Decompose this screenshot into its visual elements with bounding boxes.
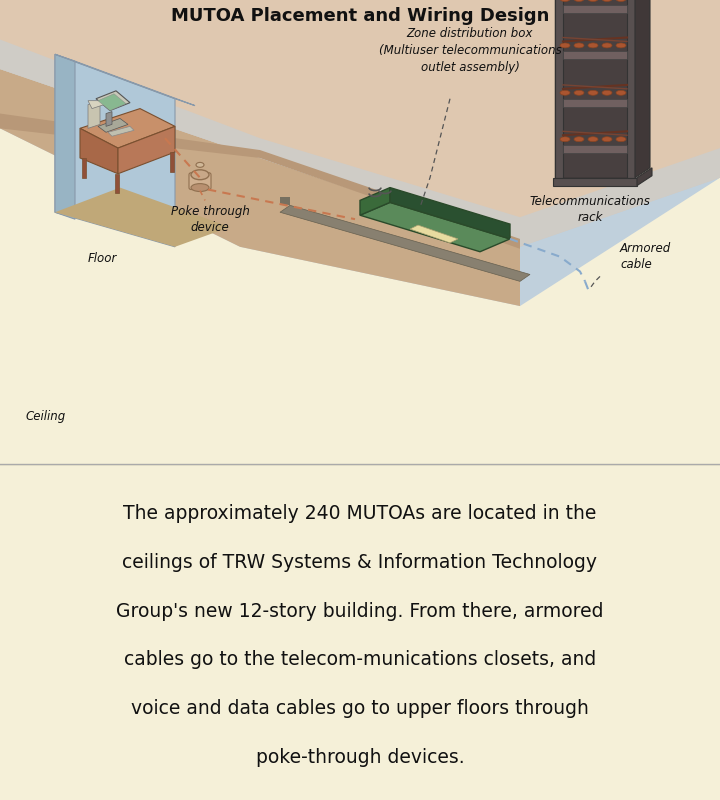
Ellipse shape <box>616 0 626 2</box>
Ellipse shape <box>574 90 584 95</box>
Polygon shape <box>627 0 635 178</box>
FancyBboxPatch shape <box>189 173 211 190</box>
Polygon shape <box>637 168 652 186</box>
Ellipse shape <box>602 0 612 2</box>
Ellipse shape <box>196 162 204 167</box>
Polygon shape <box>563 5 627 13</box>
Ellipse shape <box>574 137 584 142</box>
Polygon shape <box>553 178 637 186</box>
Ellipse shape <box>560 43 570 48</box>
Polygon shape <box>555 0 563 178</box>
Polygon shape <box>82 158 86 178</box>
Polygon shape <box>98 118 128 132</box>
Ellipse shape <box>560 90 570 95</box>
Polygon shape <box>55 54 175 247</box>
Polygon shape <box>106 111 112 126</box>
Polygon shape <box>563 145 627 153</box>
Polygon shape <box>80 109 175 148</box>
Polygon shape <box>0 0 720 306</box>
Text: Floor: Floor <box>88 252 117 265</box>
Ellipse shape <box>191 170 209 180</box>
Polygon shape <box>55 187 230 247</box>
Polygon shape <box>390 187 510 239</box>
Polygon shape <box>360 202 510 252</box>
Ellipse shape <box>574 43 584 48</box>
Polygon shape <box>563 51 627 59</box>
Polygon shape <box>563 98 627 106</box>
Polygon shape <box>0 39 720 247</box>
Text: MUTOA Placement and Wiring Design: MUTOA Placement and Wiring Design <box>171 7 549 25</box>
Polygon shape <box>0 0 720 247</box>
Polygon shape <box>0 114 520 249</box>
Ellipse shape <box>588 43 598 48</box>
Text: Ceiling: Ceiling <box>25 410 66 422</box>
Ellipse shape <box>560 137 570 142</box>
Polygon shape <box>0 69 520 306</box>
Polygon shape <box>80 128 118 174</box>
Polygon shape <box>280 198 290 206</box>
Text: ceilings of TRW Systems & Information Technology: ceilings of TRW Systems & Information Te… <box>122 553 598 572</box>
Ellipse shape <box>616 137 626 142</box>
Text: voice and data cables go to upper floors through: voice and data cables go to upper floors… <box>131 699 589 718</box>
Polygon shape <box>555 0 635 178</box>
Ellipse shape <box>191 184 209 191</box>
Ellipse shape <box>588 90 598 95</box>
Polygon shape <box>108 126 134 136</box>
Ellipse shape <box>602 90 612 95</box>
Polygon shape <box>88 101 104 109</box>
Ellipse shape <box>588 0 598 2</box>
Polygon shape <box>280 206 530 282</box>
Ellipse shape <box>616 43 626 48</box>
Polygon shape <box>88 101 100 128</box>
Ellipse shape <box>602 137 612 142</box>
Polygon shape <box>55 54 75 219</box>
Ellipse shape <box>588 137 598 142</box>
Polygon shape <box>115 174 119 194</box>
Polygon shape <box>55 54 195 106</box>
Text: Armored
cable: Armored cable <box>620 242 671 271</box>
Polygon shape <box>96 91 130 110</box>
Polygon shape <box>410 225 458 243</box>
Polygon shape <box>360 187 390 215</box>
Text: Zone distribution box
(Multiuser telecommunications
outlet assembly): Zone distribution box (Multiuser telecom… <box>379 27 562 74</box>
Text: poke-through devices.: poke-through devices. <box>256 748 464 767</box>
Text: The approximately 240 MUTOAs are located in the: The approximately 240 MUTOAs are located… <box>123 504 597 523</box>
Ellipse shape <box>602 43 612 48</box>
Text: Group's new 12-story building. From there, armored: Group's new 12-story building. From ther… <box>116 602 604 621</box>
Polygon shape <box>98 94 126 110</box>
Ellipse shape <box>616 90 626 95</box>
Ellipse shape <box>560 0 570 2</box>
Polygon shape <box>118 126 175 174</box>
Text: cables go to the telecom-munications closets, and: cables go to the telecom-munications clo… <box>124 650 596 670</box>
Text: Poke through
device: Poke through device <box>171 206 249 234</box>
Text: Telecommunications
rack: Telecommunications rack <box>530 195 650 225</box>
Polygon shape <box>170 152 174 172</box>
Polygon shape <box>635 0 650 178</box>
Ellipse shape <box>574 0 584 2</box>
